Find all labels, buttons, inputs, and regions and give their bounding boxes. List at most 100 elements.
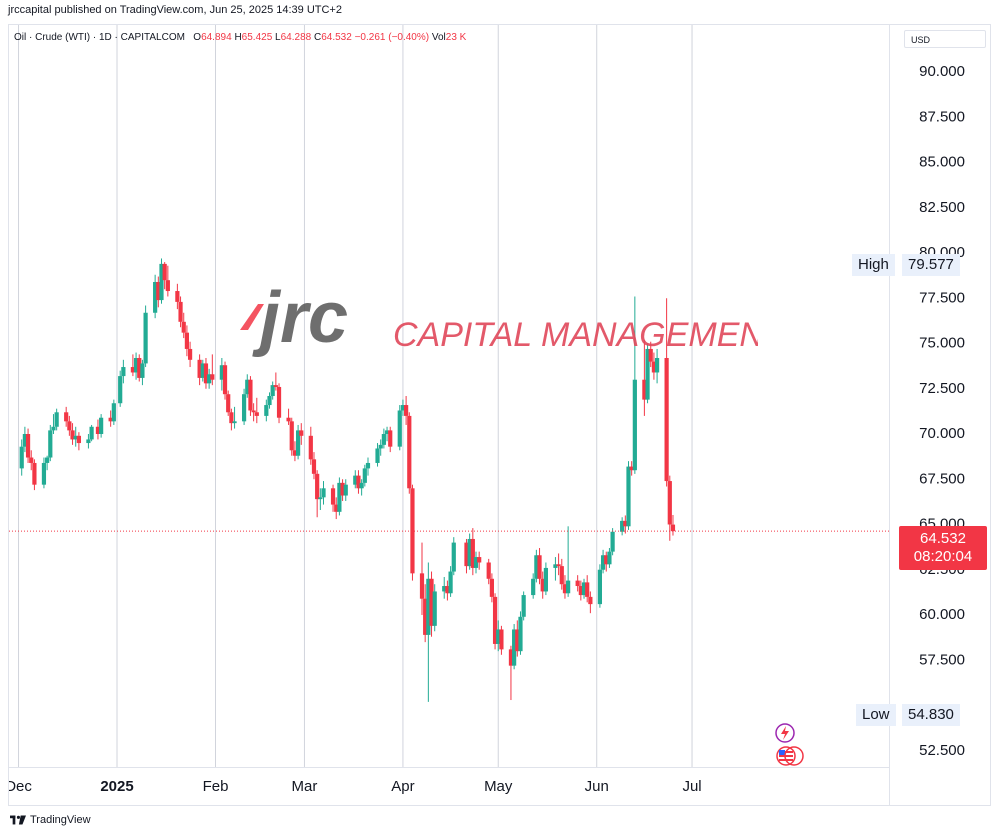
candle[interactable] [426,562,431,702]
candle[interactable] [404,396,409,425]
candle[interactable] [267,392,272,409]
candle[interactable] [388,426,393,453]
candle[interactable] [203,357,209,389]
candle[interactable] [464,538,469,574]
candle[interactable] [321,481,326,505]
candle[interactable] [153,274,158,319]
candle[interactable] [515,620,520,657]
candle[interactable] [334,497,339,520]
candle[interactable] [365,457,371,476]
candle[interactable] [99,414,104,438]
candle[interactable] [642,339,647,416]
us-flag-event-icon[interactable] [776,746,804,766]
candle[interactable] [219,357,224,391]
candle[interactable] [610,528,615,556]
candle[interactable] [25,428,31,463]
candle[interactable] [604,551,609,572]
candle[interactable] [489,573,494,603]
candle[interactable] [32,459,37,491]
candle[interactable] [600,549,606,574]
candle[interactable] [566,526,571,597]
candle[interactable] [222,361,228,400]
candle[interactable] [378,439,383,456]
candle[interactable] [165,265,170,297]
candle[interactable] [207,368,212,389]
candle[interactable] [362,464,367,487]
candle[interactable] [22,426,27,453]
candle[interactable] [51,414,56,435]
candle[interactable] [575,575,580,592]
candle[interactable] [337,477,342,516]
candle[interactable] [318,488,323,511]
candle[interactable] [645,343,650,404]
candle[interactable] [133,352,139,380]
candle[interactable] [486,558,491,585]
candle[interactable] [562,575,568,599]
candle[interactable] [315,470,320,518]
candle[interactable] [340,479,345,501]
candle[interactable] [343,479,348,501]
candle[interactable] [632,296,637,474]
candle[interactable] [175,283,180,310]
candle[interactable] [54,408,59,431]
candle[interactable] [299,423,304,445]
candle[interactable] [620,517,625,536]
candle[interactable] [597,564,603,608]
lightning-event-icon[interactable] [775,723,795,743]
candle[interactable] [162,262,167,290]
candle[interactable] [356,470,361,494]
candle[interactable] [248,376,253,416]
candle[interactable] [276,383,282,424]
candlestick-chart[interactable]: Dec 2025 Feb Mar Apr May Jun Jul 52.500 57.500 60.… [9,25,989,805]
candle[interactable] [19,439,24,476]
candle[interactable] [588,591,593,614]
candle[interactable] [667,475,672,541]
candle[interactable] [540,571,545,599]
candle[interactable] [86,434,91,449]
candle[interactable] [70,423,75,445]
candle[interactable] [423,584,428,643]
candle[interactable] [553,557,558,581]
candle[interactable] [95,419,101,440]
candle[interactable] [295,424,301,460]
candle[interactable] [585,575,590,603]
candle[interactable] [118,370,123,407]
candle[interactable] [508,645,514,701]
candle[interactable] [251,403,256,422]
candle[interactable] [245,374,250,398]
candle[interactable] [41,457,47,489]
candle[interactable] [308,426,313,465]
candle[interactable] [492,593,498,650]
candle[interactable] [664,298,669,487]
candle[interactable] [543,562,548,596]
candle[interactable] [397,405,402,451]
candle[interactable] [518,611,523,655]
candle[interactable] [232,406,237,429]
candle[interactable] [29,450,34,471]
candle[interactable] [670,514,676,536]
candle[interactable] [159,258,164,304]
currency-selector[interactable]: USD [904,30,986,48]
candle[interactable] [531,573,536,599]
candle[interactable] [210,354,215,386]
candle[interactable] [292,441,298,462]
candle[interactable] [121,359,126,384]
candle[interactable] [359,479,364,496]
candle[interactable] [311,452,317,480]
candle[interactable] [448,566,453,597]
candle[interactable] [143,305,148,368]
candle[interactable] [89,424,94,442]
candle[interactable] [178,296,183,328]
candle[interactable] [289,417,294,456]
candle[interactable] [273,372,278,391]
candle[interactable] [654,348,660,384]
candle[interactable] [534,549,539,583]
candle[interactable] [477,551,482,570]
candle[interactable] [512,624,517,670]
candle[interactable] [181,312,186,339]
candle[interactable] [467,533,472,570]
candle[interactable] [76,432,81,451]
candle[interactable] [140,359,145,386]
candle[interactable] [581,578,587,599]
candle[interactable] [254,397,259,424]
